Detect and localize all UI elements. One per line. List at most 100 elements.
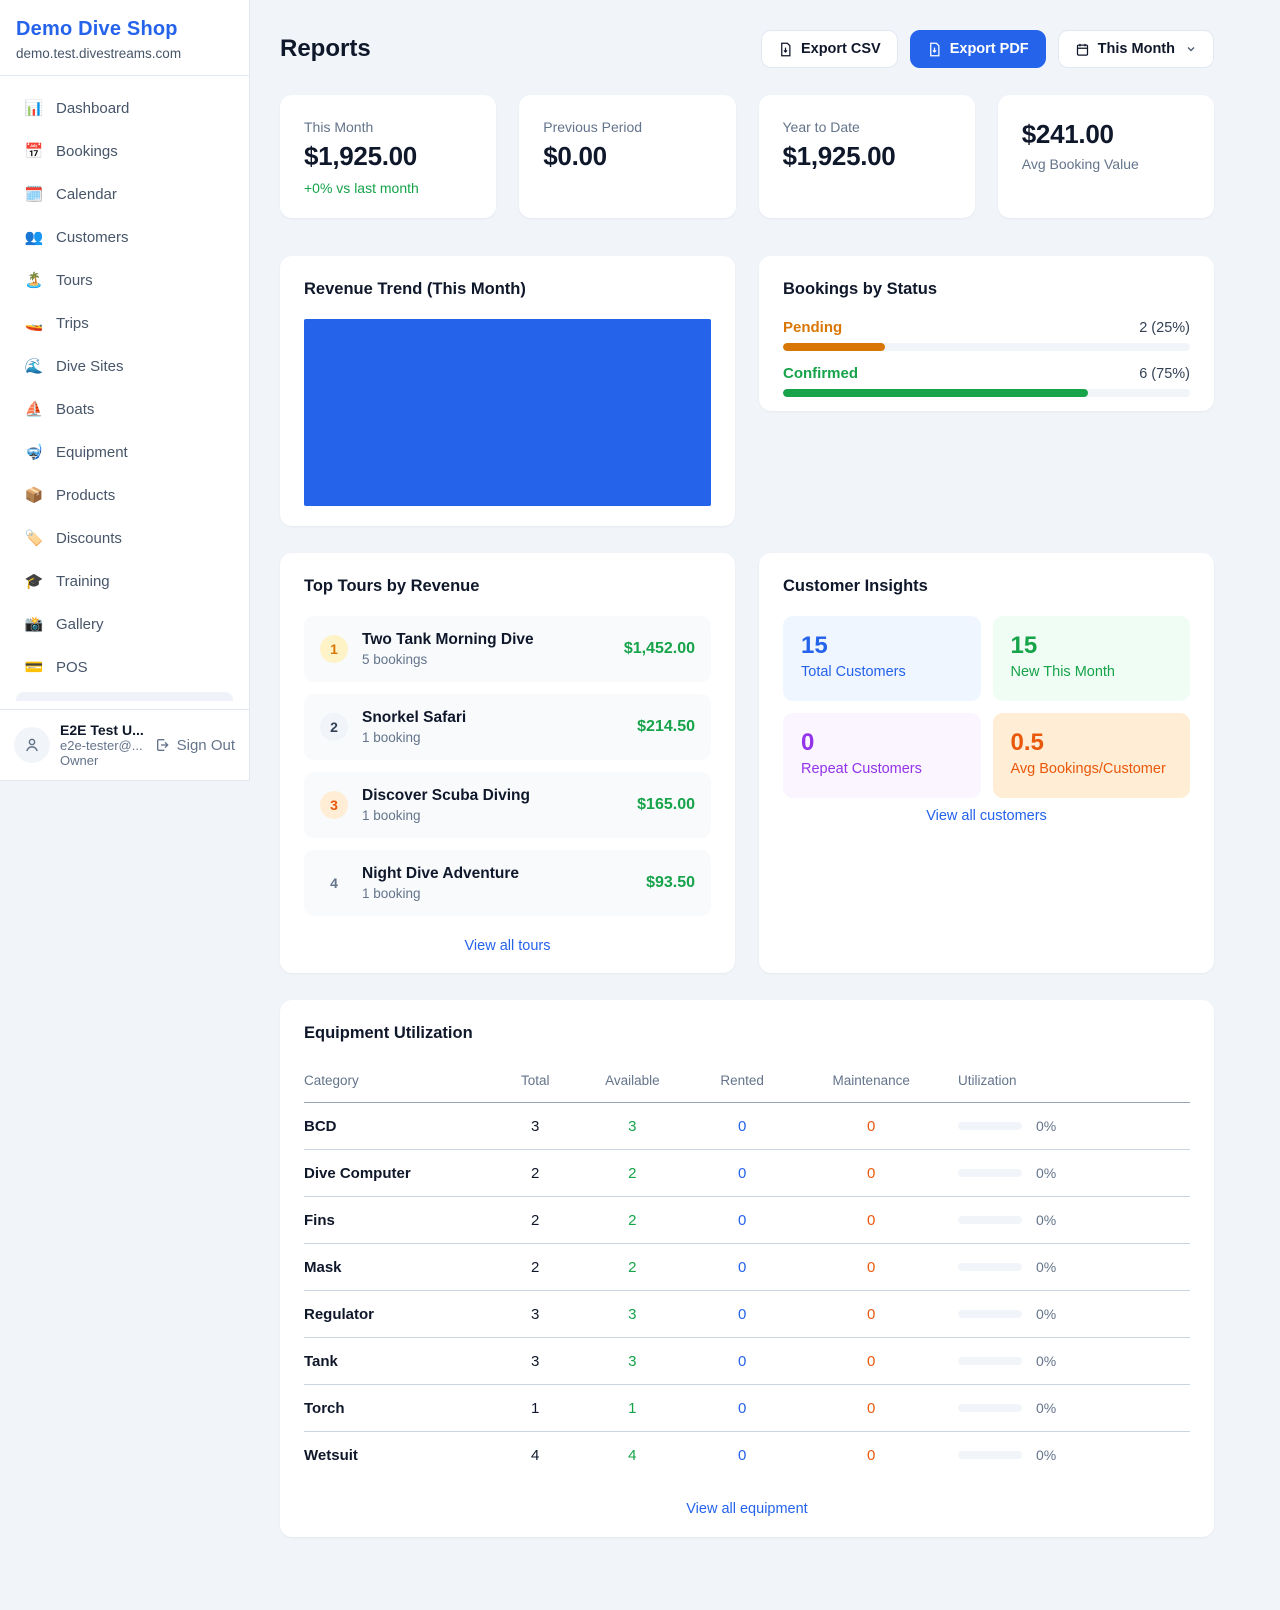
view-all-customers-link[interactable]: View all customers bbox=[926, 808, 1047, 824]
file-download-icon bbox=[781, 42, 791, 56]
view-all-tours-link[interactable]: View all tours bbox=[464, 938, 551, 954]
tile-avg-bookings-customer: 0.5 Avg Bookings/Customer bbox=[992, 713, 1190, 798]
tours-island-icon: 🏝️ bbox=[24, 272, 44, 289]
export-csv-button[interactable]: Export CSV bbox=[760, 30, 898, 68]
shop-domain: demo.test.divestreams.com bbox=[16, 46, 182, 61]
utilization-track bbox=[958, 1122, 1022, 1130]
cell-total: 2 bbox=[497, 1149, 573, 1197]
revenue-trend-bar bbox=[304, 319, 711, 506]
table-row: Dive Computer 2 2 0 0 0% bbox=[304, 1149, 1190, 1197]
tile-new-this-month: 15 New This Month bbox=[992, 616, 1190, 701]
rank-badge: 4 bbox=[330, 875, 338, 891]
utilization-cell: 0% bbox=[958, 1118, 1182, 1134]
rank-badge: 1 bbox=[320, 635, 348, 663]
main-content: Reports Export CSV Export PDF This Month bbox=[250, 0, 1280, 1577]
credit-card-icon: 💳 bbox=[24, 659, 44, 676]
cell-available: 3 bbox=[572, 1102, 692, 1150]
sidebar-item-bookings[interactable]: 📅 Bookings bbox=[8, 133, 241, 169]
cell-maintenance: 0 bbox=[792, 1384, 950, 1432]
tile-total-customers: 15 Total Customers bbox=[783, 616, 981, 701]
cell-total: 3 bbox=[497, 1102, 573, 1150]
cell-category: Mask bbox=[304, 1243, 498, 1291]
export-pdf-button[interactable]: Export PDF bbox=[909, 30, 1046, 68]
chevron-down-icon bbox=[1187, 47, 1195, 52]
stat-card-year-to-date: Year to Date $1,925.00 bbox=[758, 95, 975, 218]
cell-maintenance: 0 bbox=[792, 1243, 950, 1291]
table-row: BCD 3 3 0 0 0% bbox=[304, 1102, 1190, 1150]
stat-label: Previous Period bbox=[543, 119, 643, 135]
sidebar-item-calendar[interactable]: 🗓️ Calendar bbox=[8, 176, 241, 212]
sidebar-item-training[interactable]: 🎓 Training bbox=[8, 563, 241, 599]
status-label: Confirmed bbox=[783, 365, 858, 382]
calendar-icon: 🗓️ bbox=[24, 186, 44, 203]
table-row: Regulator 3 3 0 0 0% bbox=[304, 1290, 1190, 1338]
tile-label: New This Month bbox=[1010, 664, 1116, 680]
sign-out-button[interactable]: Sign Out bbox=[155, 737, 235, 754]
stat-label: This Month bbox=[304, 119, 374, 135]
stat-card-previous-period: Previous Period $0.00 bbox=[519, 95, 736, 218]
stat-change: +0% vs last month bbox=[304, 180, 419, 196]
sidebar-item-gallery[interactable]: 📸 Gallery bbox=[8, 606, 241, 642]
sidebar-item-label: Gallery bbox=[56, 615, 104, 633]
top-tours-title: Top Tours by Revenue bbox=[304, 577, 480, 595]
rank-badge: 3 bbox=[320, 791, 348, 819]
utilization-cell: 0% bbox=[958, 1353, 1182, 1369]
cell-category: Torch bbox=[304, 1384, 498, 1432]
view-all-equipment-link[interactable]: View all equipment bbox=[686, 1500, 808, 1517]
user-info: E2E Test U... e2e-tester@... Owner bbox=[60, 722, 144, 768]
tour-bookings: 5 bookings bbox=[362, 652, 428, 667]
revenue-trend-card: Revenue Trend (This Month) bbox=[280, 256, 735, 526]
sidebar-item-equipment[interactable]: 🤿 Equipment bbox=[8, 434, 241, 470]
status-count: 6 (75%) bbox=[1139, 366, 1190, 382]
sidebar-item-dive-sites[interactable]: 🌊 Dive Sites bbox=[8, 348, 241, 384]
equipment-utilization-card: Equipment Utilization Category Total Ava… bbox=[280, 1000, 1214, 1537]
tour-bookings: 1 booking bbox=[362, 886, 421, 901]
sidebar-item-label: Tours bbox=[56, 271, 93, 289]
sidebar-item-dashboard[interactable]: 📊 Dashboard bbox=[8, 90, 241, 126]
utilization-cell: 0% bbox=[958, 1212, 1182, 1228]
tile-value: 15 bbox=[801, 632, 828, 659]
sidebar-item-label: Bookings bbox=[56, 142, 118, 160]
sidebar-item-label: Calendar bbox=[56, 185, 117, 203]
cell-total: 3 bbox=[497, 1337, 573, 1385]
stat-value: $1,925.00 bbox=[304, 141, 417, 171]
logout-icon bbox=[156, 739, 169, 751]
sidebar-item-tours[interactable]: 🏝️ Tours bbox=[8, 262, 241, 298]
tour-bookings: 1 booking bbox=[362, 730, 421, 745]
period-label: This Month bbox=[1097, 41, 1175, 57]
avatar bbox=[14, 727, 50, 763]
sidebar-item-discounts[interactable]: 🏷️ Discounts bbox=[8, 520, 241, 556]
user-footer: E2E Test U... e2e-tester@... Owner Sign … bbox=[0, 709, 249, 780]
sidebar-item-products[interactable]: 📦 Products bbox=[8, 477, 241, 513]
column-header-available: Available bbox=[572, 1063, 692, 1103]
tour-row: 1 Two Tank Morning Dive 5 bookings $1,45… bbox=[304, 616, 711, 682]
utilization-track bbox=[958, 1310, 1022, 1318]
user-name: E2E Test U... bbox=[60, 722, 144, 738]
cell-rented: 0 bbox=[691, 1196, 793, 1244]
sidebar-item-customers[interactable]: 👥 Customers bbox=[8, 219, 241, 255]
cell-maintenance: 0 bbox=[792, 1196, 950, 1244]
cell-rented: 0 bbox=[691, 1290, 793, 1338]
sidebar-item-trips[interactable]: 🚤 Trips bbox=[8, 305, 241, 341]
sidebar-item-pos[interactable]: 💳 POS bbox=[8, 649, 241, 685]
tour-row: 3 Discover Scuba Diving 1 booking $165.0… bbox=[304, 772, 711, 838]
sidebar-nav: 📊 Dashboard 📅 Bookings 🗓️ Calendar 👥 Cus… bbox=[0, 76, 249, 701]
tile-value: 0.5 bbox=[1010, 729, 1044, 756]
status-row-confirmed: Confirmed 6 (75%) bbox=[783, 365, 1190, 397]
header-actions: Export CSV Export PDF This Month bbox=[760, 30, 1214, 68]
table-row: Tank 3 3 0 0 0% bbox=[304, 1337, 1190, 1385]
cell-rented: 0 bbox=[691, 1337, 793, 1385]
sidebar-item-boats[interactable]: ⛵ Boats bbox=[8, 391, 241, 427]
cell-rented: 0 bbox=[691, 1384, 793, 1432]
column-header-total: Total bbox=[497, 1063, 573, 1103]
insight-tiles: 15 Total Customers 15 New This Month 0 R… bbox=[783, 616, 1190, 798]
utilization-cell: 0% bbox=[958, 1165, 1182, 1181]
utilization-cell: 0% bbox=[958, 1400, 1182, 1416]
cell-rented: 0 bbox=[737, 1446, 747, 1464]
cell-total: 2 bbox=[497, 1243, 573, 1291]
trips-boat-icon: 🚤 bbox=[24, 315, 44, 332]
utilization-percent: 0% bbox=[1036, 1306, 1057, 1322]
sidebar-item-partially-scrolled bbox=[16, 692, 233, 701]
wave-icon: 🌊 bbox=[24, 358, 44, 375]
period-dropdown[interactable]: This Month bbox=[1057, 30, 1214, 68]
